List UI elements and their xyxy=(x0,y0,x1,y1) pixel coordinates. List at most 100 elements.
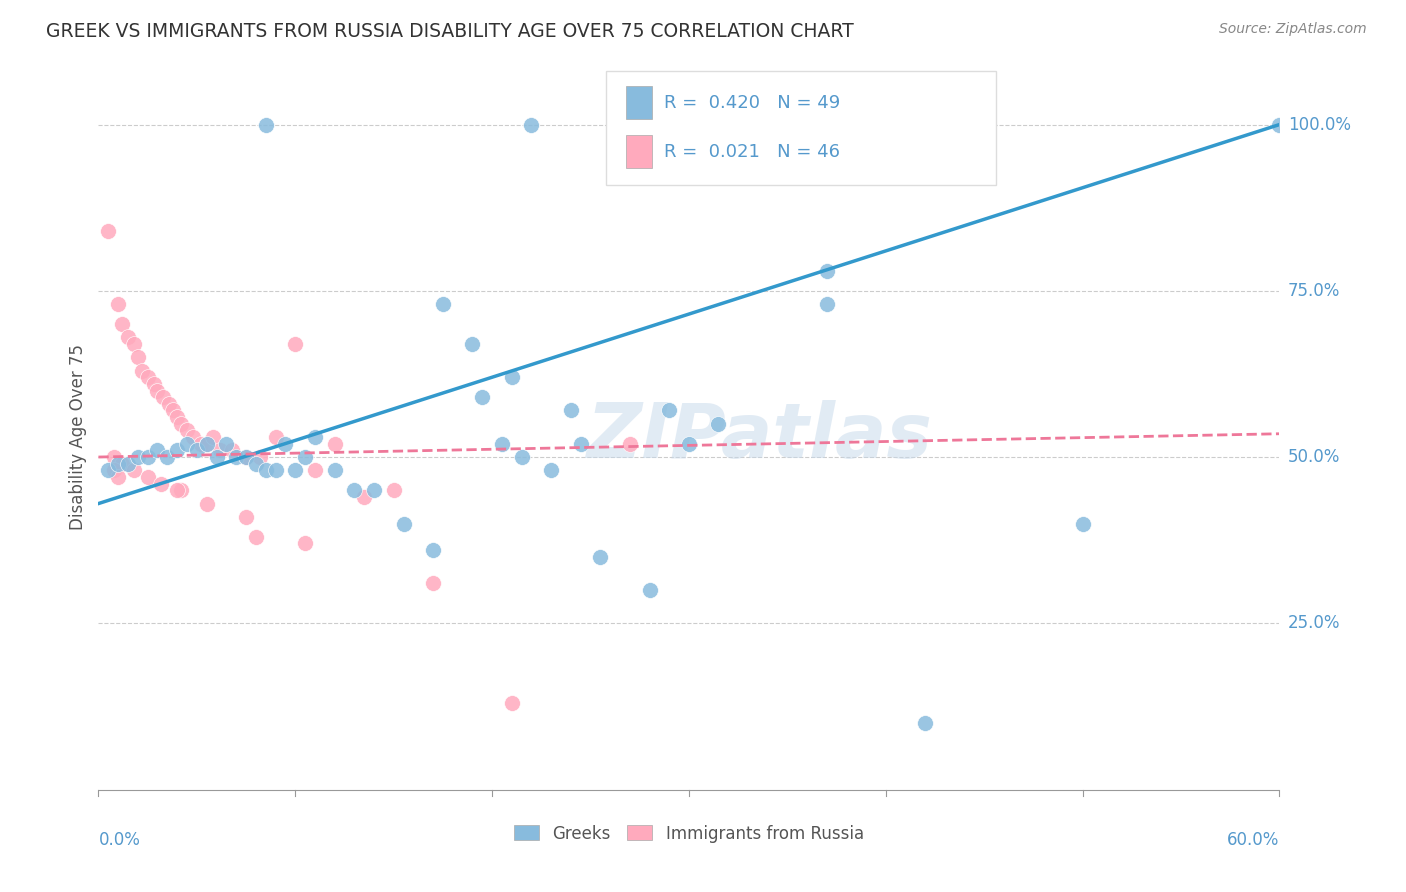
Point xyxy=(117,330,139,344)
Point xyxy=(103,450,125,464)
Point xyxy=(127,450,149,464)
Point xyxy=(1268,118,1291,132)
Legend: Greeks, Immigrants from Russia: Greeks, Immigrants from Russia xyxy=(508,818,870,849)
Point xyxy=(186,443,208,458)
Point xyxy=(343,483,366,498)
Point xyxy=(382,483,405,498)
Point xyxy=(294,536,316,550)
Point xyxy=(146,384,169,398)
Point xyxy=(225,450,247,464)
Point xyxy=(156,450,179,464)
Point xyxy=(510,450,533,464)
Point xyxy=(195,436,218,450)
Point xyxy=(432,297,454,311)
Point xyxy=(363,483,385,498)
Point xyxy=(304,463,326,477)
Point xyxy=(181,430,204,444)
Point xyxy=(249,450,271,464)
Point xyxy=(195,497,218,511)
Text: 60.0%: 60.0% xyxy=(1227,830,1279,848)
Point xyxy=(122,337,145,351)
Point xyxy=(97,463,120,477)
Point xyxy=(146,443,169,458)
Point xyxy=(540,463,562,477)
Point xyxy=(274,436,297,450)
Point xyxy=(471,390,494,404)
Point xyxy=(245,457,267,471)
Point xyxy=(166,410,188,425)
Point xyxy=(122,463,145,477)
Point xyxy=(190,436,212,450)
Point xyxy=(107,470,129,484)
Text: 0.0%: 0.0% xyxy=(98,830,141,848)
Point xyxy=(707,417,730,431)
Point xyxy=(294,450,316,464)
Text: GREEK VS IMMIGRANTS FROM RUSSIA DISABILITY AGE OVER 75 CORRELATION CHART: GREEK VS IMMIGRANTS FROM RUSSIA DISABILI… xyxy=(46,22,855,41)
Point xyxy=(323,436,346,450)
Point xyxy=(461,337,484,351)
Point xyxy=(157,397,180,411)
Point xyxy=(235,450,257,464)
Text: ZIPatlas: ZIPatlas xyxy=(586,401,932,474)
Point xyxy=(162,403,184,417)
Point xyxy=(166,483,188,498)
Point xyxy=(201,430,224,444)
Text: Source: ZipAtlas.com: Source: ZipAtlas.com xyxy=(1219,22,1367,37)
Point xyxy=(815,297,838,311)
Point xyxy=(284,337,307,351)
Point xyxy=(353,490,375,504)
Point xyxy=(264,463,287,477)
Point xyxy=(107,457,129,471)
Point xyxy=(235,509,257,524)
FancyBboxPatch shape xyxy=(606,71,995,185)
Point xyxy=(97,224,120,238)
Point xyxy=(111,457,134,471)
Point xyxy=(815,264,838,278)
Point xyxy=(323,463,346,477)
Point xyxy=(491,436,513,450)
Point xyxy=(152,390,174,404)
Point xyxy=(142,376,165,391)
Point xyxy=(215,436,238,450)
Point xyxy=(170,483,193,498)
Text: 25.0%: 25.0% xyxy=(1288,615,1340,632)
Point xyxy=(422,543,444,558)
Point xyxy=(245,530,267,544)
Point xyxy=(170,417,193,431)
Point xyxy=(117,457,139,471)
Point xyxy=(205,450,228,464)
Point xyxy=(136,450,159,464)
Point xyxy=(176,436,198,450)
Text: 100.0%: 100.0% xyxy=(1288,116,1351,134)
FancyBboxPatch shape xyxy=(626,136,652,169)
Point xyxy=(103,463,125,477)
Text: R =  0.021   N = 46: R = 0.021 N = 46 xyxy=(664,143,841,161)
Point xyxy=(209,443,232,458)
Point xyxy=(501,370,523,384)
Point xyxy=(392,516,415,531)
Point xyxy=(914,716,936,731)
Point xyxy=(254,463,277,477)
Point xyxy=(150,476,173,491)
Point xyxy=(254,118,277,132)
Point xyxy=(111,317,134,331)
Point xyxy=(131,363,153,377)
Point xyxy=(221,443,243,458)
Point xyxy=(127,351,149,365)
Y-axis label: Disability Age Over 75: Disability Age Over 75 xyxy=(69,344,87,530)
Point xyxy=(107,297,129,311)
Point xyxy=(422,576,444,591)
Point xyxy=(264,430,287,444)
FancyBboxPatch shape xyxy=(626,87,652,120)
Point xyxy=(619,436,641,450)
Point xyxy=(589,549,612,564)
Point xyxy=(304,430,326,444)
Point xyxy=(136,370,159,384)
Point xyxy=(235,450,257,464)
Text: 50.0%: 50.0% xyxy=(1288,448,1340,466)
Point xyxy=(520,118,543,132)
Point xyxy=(284,463,307,477)
Point xyxy=(658,403,681,417)
Point xyxy=(136,470,159,484)
Text: R =  0.420   N = 49: R = 0.420 N = 49 xyxy=(664,94,841,112)
